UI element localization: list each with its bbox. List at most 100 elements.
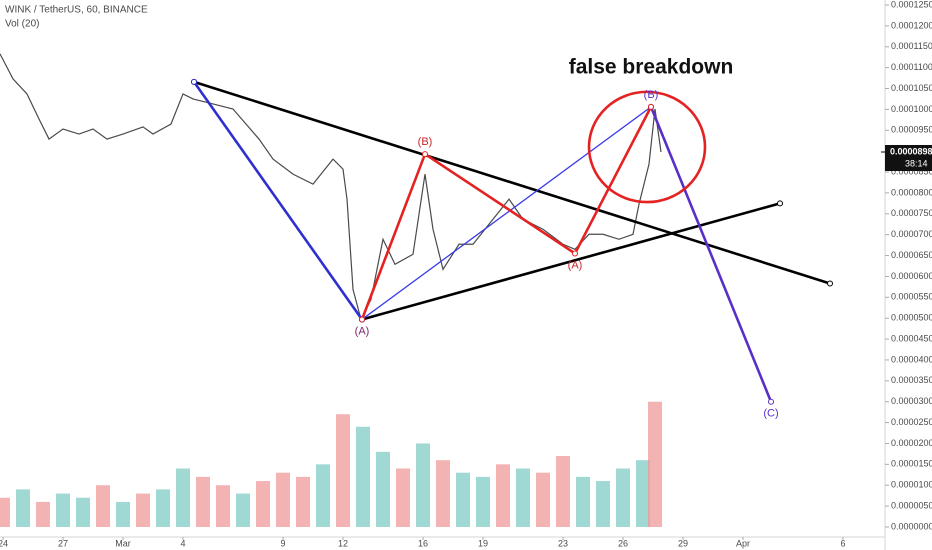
y-tick-label: 0.0000000: [891, 521, 932, 531]
volume-bar: [376, 451, 390, 527]
volume-bar: [416, 443, 430, 527]
volume-bar: [156, 489, 170, 527]
y-tick-label: 0.0001200: [891, 20, 932, 30]
y-tick-label: 0.0000600: [891, 271, 932, 281]
y-tick-label: 0.0000750: [891, 208, 932, 218]
wave-label: (C): [763, 408, 778, 420]
highlight-circle: [587, 90, 707, 204]
volume-bar: [556, 455, 570, 527]
anchor-point: [827, 280, 833, 287]
wave-label: (B): [418, 136, 433, 148]
volume-bar: [476, 476, 490, 527]
price-line: [0, 53, 662, 322]
volume-bar: [456, 472, 470, 527]
volume-bar: [216, 485, 230, 527]
volume-bar: [56, 493, 70, 527]
y-tick-label: 0.0000050: [891, 500, 932, 510]
volume-bar: [336, 414, 350, 527]
y-tick-label: 0.0001150: [891, 41, 932, 51]
annotation: false breakdown: [569, 56, 734, 79]
y-tick-label: 0.0000500: [891, 313, 932, 323]
wave-label: (A): [568, 259, 583, 271]
volume-label: Vol (20): [5, 19, 39, 30]
y-tick-label: 0.0000550: [891, 292, 932, 302]
volume-bar: [116, 501, 130, 527]
trend-line: [192, 81, 364, 321]
y-tick-label: 0.0001100: [891, 62, 932, 72]
x-tick-label: 12: [338, 538, 348, 548]
wave-label: (A): [355, 325, 370, 337]
chart-title: WINK / TetherUS, 60, BINANCE: [5, 5, 148, 16]
y-tick-label: 0.0000350: [891, 375, 932, 385]
volume-bar: [296, 476, 310, 527]
y-tick-label: 0.0000100: [891, 480, 932, 490]
y-tick-label: 0.0000450: [891, 333, 932, 343]
volume-bar: [276, 472, 290, 527]
volume-bar: [256, 481, 270, 527]
volume-bar: [536, 472, 550, 527]
volume-bar: [596, 481, 610, 527]
trend-line: [193, 80, 831, 285]
anchor-point: [191, 78, 197, 85]
anchor-point: [422, 151, 428, 158]
volume-bar: [176, 468, 190, 527]
x-tick-label: 23: [558, 538, 568, 548]
y-tick-label: 0.0000700: [891, 229, 932, 239]
volume-bar: [356, 426, 370, 527]
y-tick-label: 0.0001050: [891, 83, 932, 93]
x-tick-label: Mar: [115, 538, 131, 548]
anchor-point: [768, 398, 774, 405]
x-tick-label: 9: [280, 538, 285, 548]
y-tick-label: 0.0000800: [891, 187, 932, 197]
y-tick-label: 0.0000300: [891, 396, 932, 406]
volume-bar: [576, 476, 590, 527]
y-tick-label: 0.0000200: [891, 438, 932, 448]
y-tick-label: 0.0001000: [891, 104, 932, 114]
x-tick-label: 6: [840, 538, 845, 548]
volume-bar: [396, 468, 410, 527]
anchor-point: [572, 250, 578, 257]
anchor-point: [648, 103, 654, 110]
y-tick-label: 0.0001250: [891, 0, 932, 9]
volume-bar: [436, 460, 450, 527]
x-tick-label: 4: [180, 538, 185, 548]
x-tick-label: 27: [58, 538, 68, 548]
y-tick-label: 0.0000400: [891, 354, 932, 364]
countdown: 38:14: [905, 158, 928, 168]
wave-label: (B): [644, 89, 659, 101]
x-tick-label: 19: [478, 538, 488, 548]
last-price-label: 0.0000898: [890, 146, 932, 156]
x-tick-label: 24: [0, 538, 8, 548]
volume-bar: [136, 493, 150, 527]
anchor-point: [777, 200, 783, 207]
trend-line: [360, 106, 653, 320]
volume-bar: [96, 485, 110, 527]
y-tick-label: 0.0000950: [891, 125, 932, 135]
volume-bar: [16, 489, 30, 527]
volume-bar: [516, 468, 530, 527]
last-price-tag: [885, 144, 932, 171]
trend-line: [361, 202, 781, 321]
volume-bar: [648, 401, 662, 527]
x-tick-label: Apr: [736, 538, 750, 548]
volume-bar: [196, 476, 210, 527]
volume-bar: [616, 468, 630, 527]
x-tick-label: 26: [618, 538, 628, 548]
trend-line: [649, 106, 773, 403]
volume-bar: [316, 464, 330, 527]
volume-bar: [496, 464, 510, 527]
x-tick-label: 29: [678, 538, 688, 548]
volume-bar: [636, 460, 650, 527]
anchor-point: [359, 316, 365, 323]
volume-bar: [36, 501, 50, 527]
y-tick-label: 0.0000150: [891, 459, 932, 469]
y-tick-label: 0.0000250: [891, 417, 932, 427]
trend-line: [361, 106, 652, 320]
volume-bar: [0, 497, 10, 527]
volume-bar: [76, 497, 90, 527]
y-tick-label: 0.0000650: [891, 250, 932, 260]
y-tick-label: 0.0000850: [891, 166, 932, 176]
x-tick-label: 16: [418, 538, 428, 548]
